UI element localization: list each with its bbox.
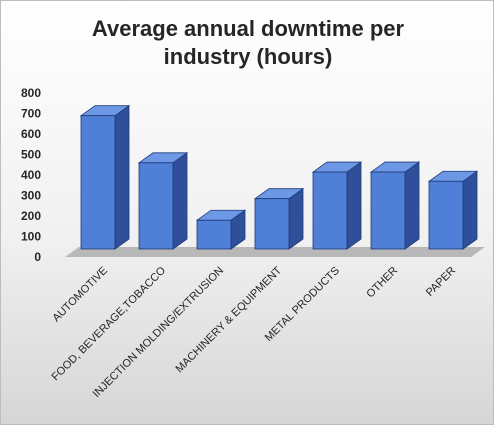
y-tick-label-3: 300 <box>21 189 41 203</box>
bar-side-0 <box>114 104 130 250</box>
y-tick-label-6: 600 <box>21 127 41 141</box>
bar-0 <box>79 104 131 250</box>
bar-side-6 <box>462 170 478 250</box>
y-tick-label-4: 400 <box>21 168 41 182</box>
category-label-6: PAPER <box>424 265 458 299</box>
bar-side-3 <box>288 187 304 250</box>
bar-front-4 <box>312 171 348 250</box>
y-tick-label-5: 500 <box>21 148 41 162</box>
bar-5 <box>369 161 421 250</box>
category-label-1: FOOD, BEVERAGE,TOBACCO <box>50 264 169 383</box>
bar-6 <box>427 170 479 250</box>
bar-side-4 <box>346 161 362 250</box>
category-label-5: OTHER <box>364 265 400 301</box>
chart-title-line-1: Average annual downtime per <box>91 16 405 41</box>
bar-3 <box>253 187 305 250</box>
y-tick-label-1: 100 <box>21 230 41 244</box>
chart-floor <box>65 247 485 257</box>
bar-side-1 <box>172 152 188 250</box>
bar-1 <box>137 152 189 250</box>
y-tick-label-0: 0 <box>34 250 41 264</box>
chart-title-line-2: industry (hours) <box>163 44 333 69</box>
bar-front-6 <box>428 180 464 250</box>
bar-front-1 <box>138 162 174 250</box>
y-tick-label-8: 800 <box>21 86 41 100</box>
y-tick-label-7: 700 <box>21 107 41 121</box>
bar-2 <box>195 209 247 250</box>
bar-front-0 <box>80 115 116 250</box>
bar-4 <box>311 161 363 250</box>
category-label-2: INJECTION MOLDING/EXTRUSION <box>91 265 227 401</box>
bar-side-5 <box>404 161 420 250</box>
y-tick-label-2: 200 <box>21 209 41 223</box>
category-label-3: MACHINERY & EQUIPMENT <box>173 264 284 375</box>
bar-front-5 <box>370 171 406 250</box>
category-label-0: AUTOMOTIVE <box>50 265 110 325</box>
bar-front-2 <box>196 219 232 250</box>
bar-front-3 <box>254 198 290 250</box>
chart-title: Average annual downtime per industry (ho… <box>1 15 494 71</box>
